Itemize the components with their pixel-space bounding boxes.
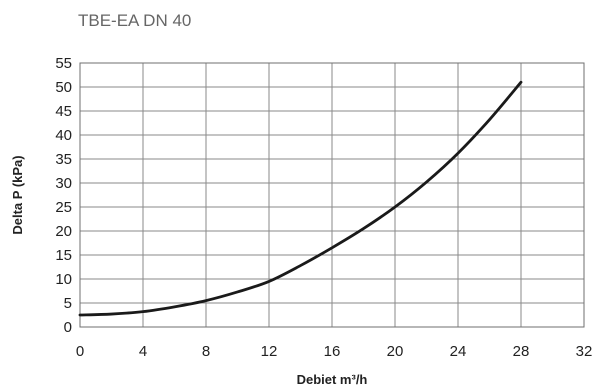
grid — [79, 62, 585, 328]
x-tick-label: 8 — [202, 343, 210, 360]
y-tick-label: 40 — [55, 127, 72, 144]
chart-title: TBE-EA DN 40 — [78, 11, 191, 30]
plot-frame — [79, 62, 585, 328]
x-axis-label: Debiet m³/h — [297, 372, 368, 387]
x-tick-label: 16 — [324, 343, 341, 360]
y-tick-label: 30 — [55, 175, 72, 192]
y-tick-label: 5 — [64, 295, 72, 312]
x-tick-label: 24 — [450, 343, 467, 360]
y-tick-label: 45 — [55, 103, 72, 120]
y-tick-label: 55 — [55, 55, 72, 72]
y-tick-label: 0 — [64, 319, 72, 336]
series-line — [78, 80, 523, 317]
x-tick-label: 12 — [261, 343, 278, 360]
y-tick-labels: 0 5 10 15 20 25 30 35 40 45 50 55 — [55, 55, 72, 336]
x-tick-label: 20 — [387, 343, 404, 360]
x-tick-label: 32 — [576, 343, 593, 360]
y-tick-label: 50 — [55, 79, 72, 96]
y-tick-label: 15 — [55, 247, 72, 264]
y-tick-label: 10 — [55, 271, 72, 288]
x-tick-labels: 0 4 8 12 16 20 24 28 32 — [76, 343, 593, 360]
y-tick-label: 25 — [55, 199, 72, 216]
x-tick-label: 4 — [139, 343, 147, 360]
y-axis-label: Delta P (kPa) — [10, 155, 25, 234]
y-tick-label: 35 — [55, 151, 72, 168]
y-tick-label: 20 — [55, 223, 72, 240]
x-tick-label: 28 — [513, 343, 530, 360]
x-tick-label: 0 — [76, 343, 84, 360]
